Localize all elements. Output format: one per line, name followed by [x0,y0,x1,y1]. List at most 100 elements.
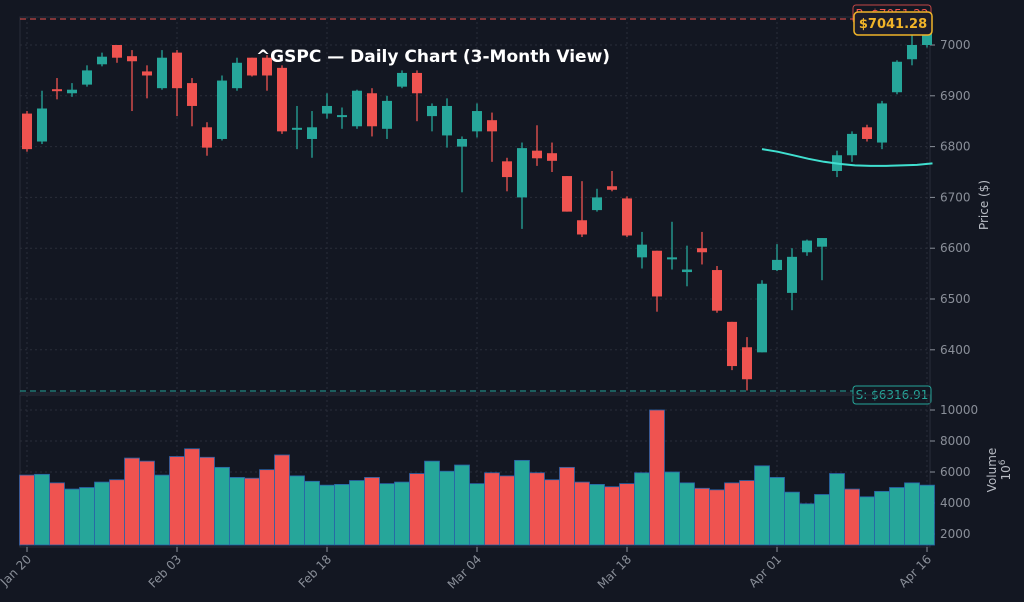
volume-tick-label: 6000 [940,465,971,479]
volume-bar [439,470,455,546]
volume-bar [514,459,530,546]
volume-bar-series [19,409,935,546]
candle-body [772,259,782,271]
volume-tick-label: 2000 [940,527,971,541]
candle [97,52,107,67]
candle [802,239,812,256]
volume-bar [49,482,65,546]
price-tick-label: 6900 [940,89,971,103]
volume-bar [289,475,305,546]
volume-bar [79,487,95,546]
candle [277,65,287,134]
candle-body [127,56,137,62]
volume-bar [304,480,320,546]
candle-body [727,321,737,367]
volume-panel: 2000 4000 6000 8000 10000 Volume 106 [19,394,1013,548]
candle-body [562,176,572,212]
candle [22,111,32,152]
candle-body [112,45,122,58]
volume-bar [664,471,680,546]
volume-bar [859,496,875,546]
price-tick-label: 6500 [940,292,971,306]
candle-body [382,100,392,129]
volume-bar [649,409,665,546]
candle [847,131,857,162]
volume-bar [904,482,920,546]
price-panel-frame [19,16,931,394]
candle [487,112,497,162]
candle-body [757,283,767,353]
candle-body [367,93,377,127]
volume-bar [754,465,770,546]
candle [232,57,242,91]
candle-body [22,113,32,150]
candle [562,176,572,212]
volume-bar [19,474,35,546]
candle [412,70,422,122]
volume-bar [469,483,485,546]
candle [592,188,602,212]
candle-body [787,256,797,293]
candle [217,75,227,141]
candle-body [37,108,47,142]
candle [202,122,212,156]
candle [352,89,362,129]
candle [262,55,272,91]
candle [442,98,452,148]
candle [577,181,587,238]
volume-bar [409,473,425,546]
volume-panel-frame [19,394,931,548]
candle [757,280,767,353]
candle [457,136,467,193]
volume-bar [214,466,230,546]
volume-tick-label: 10000 [940,403,978,417]
candle [172,50,182,117]
candle-body [172,52,182,89]
candle-body [52,89,62,92]
candle [742,337,752,391]
price-gridlines [20,17,930,393]
volume-bar [394,481,410,546]
candle [877,100,887,150]
volume-bar [124,457,140,546]
candle-body [622,198,632,236]
candle-body [652,250,662,297]
volume-bar [349,480,365,546]
candle-body [712,270,722,311]
volume-bar [334,483,350,546]
candle [67,83,77,97]
volume-bar [199,456,215,546]
candle [622,196,632,238]
candle [682,245,692,287]
candle-body [82,70,92,85]
candle [157,50,167,90]
volume-bar [559,466,575,546]
candle-body [517,148,527,198]
volume-bar [784,491,800,546]
candle-body [157,57,167,89]
candle-body [847,133,857,156]
price-tick-label: 6400 [940,343,971,357]
candle [892,60,902,95]
candle [187,78,197,127]
candle-body [142,71,152,76]
volume-bar [424,460,440,546]
candle [367,88,377,137]
candle-body [682,269,692,273]
candle-body [577,220,587,235]
candle-body [247,57,257,76]
volume-bar [499,475,515,546]
volume-bar [529,472,545,546]
candle-body [592,197,602,211]
volume-bar [634,472,650,546]
volume-bar [154,474,170,546]
volume-bar [184,448,200,546]
candle [472,103,482,138]
price-axis-label: Price ($) [977,180,991,230]
candle [547,142,557,172]
volume-bar [544,479,560,546]
candle-body [232,62,242,89]
candle [637,231,647,269]
